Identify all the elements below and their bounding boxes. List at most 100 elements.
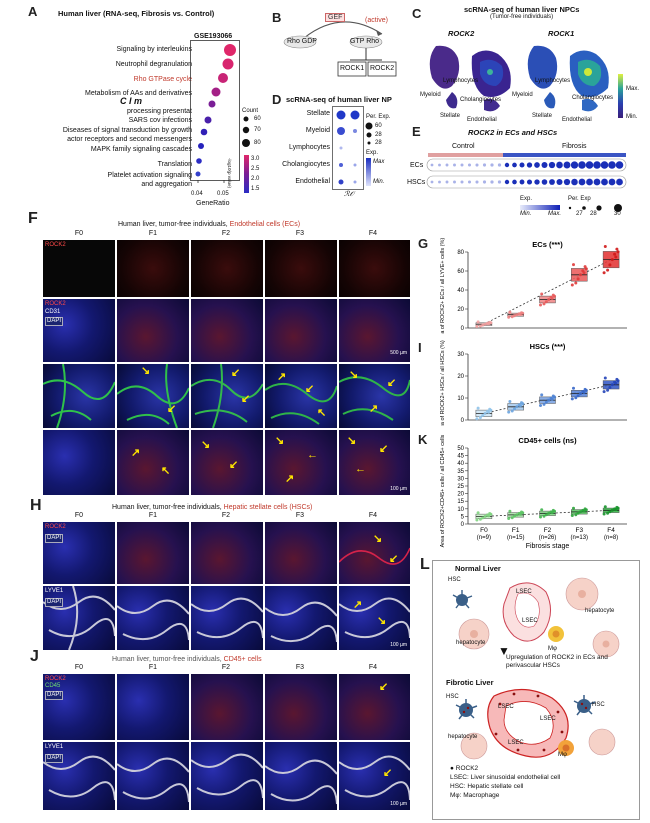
term-metabolism: Metabolism of AAs and derivatives [85,90,192,97]
y-tick-label: 60 [457,269,464,275]
data-point [513,514,516,518]
panel-label-e: E [412,124,421,139]
panel-e-dot [482,163,487,167]
arrow-icon: ↘ [201,439,211,451]
term-mapk: MAPK family signaling cascades [90,146,192,153]
arrow-icon: ↙ [387,377,397,389]
panel-e-dot [475,180,479,184]
data-point [606,511,610,515]
panel-f-r2-f2 [191,299,263,362]
data-point [579,510,582,514]
panel-h-title-highlight: Hepatic stellate cells (HSCs) [223,504,313,511]
panel-d-row-chol: Cholangiocytes [282,161,330,168]
panel-e-dot [600,161,609,169]
panel-d-exp-max: Max [373,159,385,165]
data-point [518,404,522,408]
panel-j-grid: ROCK2 CD45 DAPI ↙ LYVE1 DAPI ↙ 100 µm [43,674,410,810]
data-point [544,513,548,517]
panel-c-label-stellate-r: Stellate [532,113,553,119]
panel-e-dot [519,179,525,185]
panel-c-label-myeloid: Myeloid [420,92,441,98]
arrow-icon: ↖ [161,465,171,477]
panel-j-title-prefix: Human liver, tumor-free individuals, [112,656,224,663]
x-tick-label: F2 [544,527,552,534]
panel-b-rock2: ROCK2 [370,65,395,72]
panel-l-upregulation: Upregulation of ROCK2 in ECs and perivas… [506,654,608,669]
x-tick-n-label: (n=9) [477,535,491,541]
panel-label-c: C [412,6,422,21]
panel-j-label-rock2: ROCK2 [45,676,66,682]
data-point [508,400,512,403]
panel-c-left-gene: ROCK2 [448,29,475,38]
panel-a-count-2: 70 [254,127,261,133]
data-point [481,414,485,417]
data-point [570,283,574,287]
y-tick-label: 10 [457,396,464,402]
term-translation: Translation [157,161,192,168]
trend-line [483,509,612,517]
panel-h-title: Human liver, tumor-free individuals, Hep… [112,504,312,511]
panel-l-legend-hsc: HSC: Hepatic stellate cell [450,783,524,790]
data-point [515,313,519,317]
data-point [570,514,574,517]
panel-d-rows: Stellate Myeloid Lymphocytes Cholangiocy… [262,110,330,190]
y-tick-label: 0 [461,326,465,332]
panel-e-dot [497,163,502,167]
data-point [487,322,491,326]
panel-l-hepatocyte-3: hepatocyte [448,734,478,740]
data-point [521,511,525,515]
panel-a-color-3: 2.0 [251,176,260,182]
panel-c-scale-max: Max. [626,86,640,92]
data-point [539,404,542,407]
panel-a-count-title: Count [242,108,259,114]
panel-c-label-endo: Endothelial [467,117,497,123]
panel-j-r1-f1 [117,674,189,740]
data-point [540,292,544,296]
chart-g-ecs: ECs (***) 0 20 40 60 80 Area of ROCK2+ ECs / a… [440,238,627,334]
panel-label-l: L [420,556,430,573]
panel-l-legend-mphi: Mφ: Macrophage [450,792,500,799]
y-axis-label: Area of ROCK2+ HSCs / all HSCs (%) [440,340,446,426]
data-point [576,277,580,281]
panel-d-dotplot [332,106,364,190]
data-point [610,383,614,387]
panel-f-title: Human liver, tumor-free individuals, End… [118,221,300,228]
data-point [544,300,548,304]
panel-j-r1-f2 [191,674,263,740]
panel-l-normal-diagram [452,577,620,658]
y-tick-label: 25 [457,484,464,490]
panel-h-col-f4: F4 [368,512,378,519]
x-tick-n-label: (n=13) [571,535,589,541]
panel-b-rock1: ROCK1 [340,65,365,72]
arrow-icon: ↙ [383,767,393,779]
panel-l-hepatocyte-2: hepatocyte [456,640,486,646]
panel-d-exp-min: Min. [373,179,385,185]
panel-l-normal: Normal Liver [455,564,501,573]
panel-e-dot [578,161,586,169]
panel-e-row-frame [426,158,627,172]
panel-e-dot [541,179,548,185]
panel-d-row-stellate: Stellate [306,110,330,117]
panel-h-r2-f1 [117,586,189,650]
panel-h-columns: F0 F1 F2 F3 F4 [43,512,410,522]
data-point [606,388,610,392]
chart-title: HSCs (***) [530,342,566,351]
panel-a-color-title: -log10(p value) [227,158,232,189]
panel-e-bar-exp [520,205,560,210]
x-tick-label: F3 [576,527,584,534]
data-point [539,515,542,519]
panel-e-dot [490,163,494,167]
arrow-icon: ↘ [141,365,151,377]
panel-d-pct-2: 28 [375,132,382,138]
arrow-icon: ← [307,449,318,461]
panel-e-dot [526,162,533,168]
panel-b-active: (active) [365,17,388,24]
arrow-icon: ↘ [347,435,357,447]
data-point [513,407,516,411]
panel-h-col-f2: F2 [221,512,231,519]
term-rho-gtpase: Rho GTPase cycle [133,76,192,83]
rock2-dot-icon: ● [450,765,454,772]
data-point [489,321,493,325]
panel-e-dot [548,161,556,169]
